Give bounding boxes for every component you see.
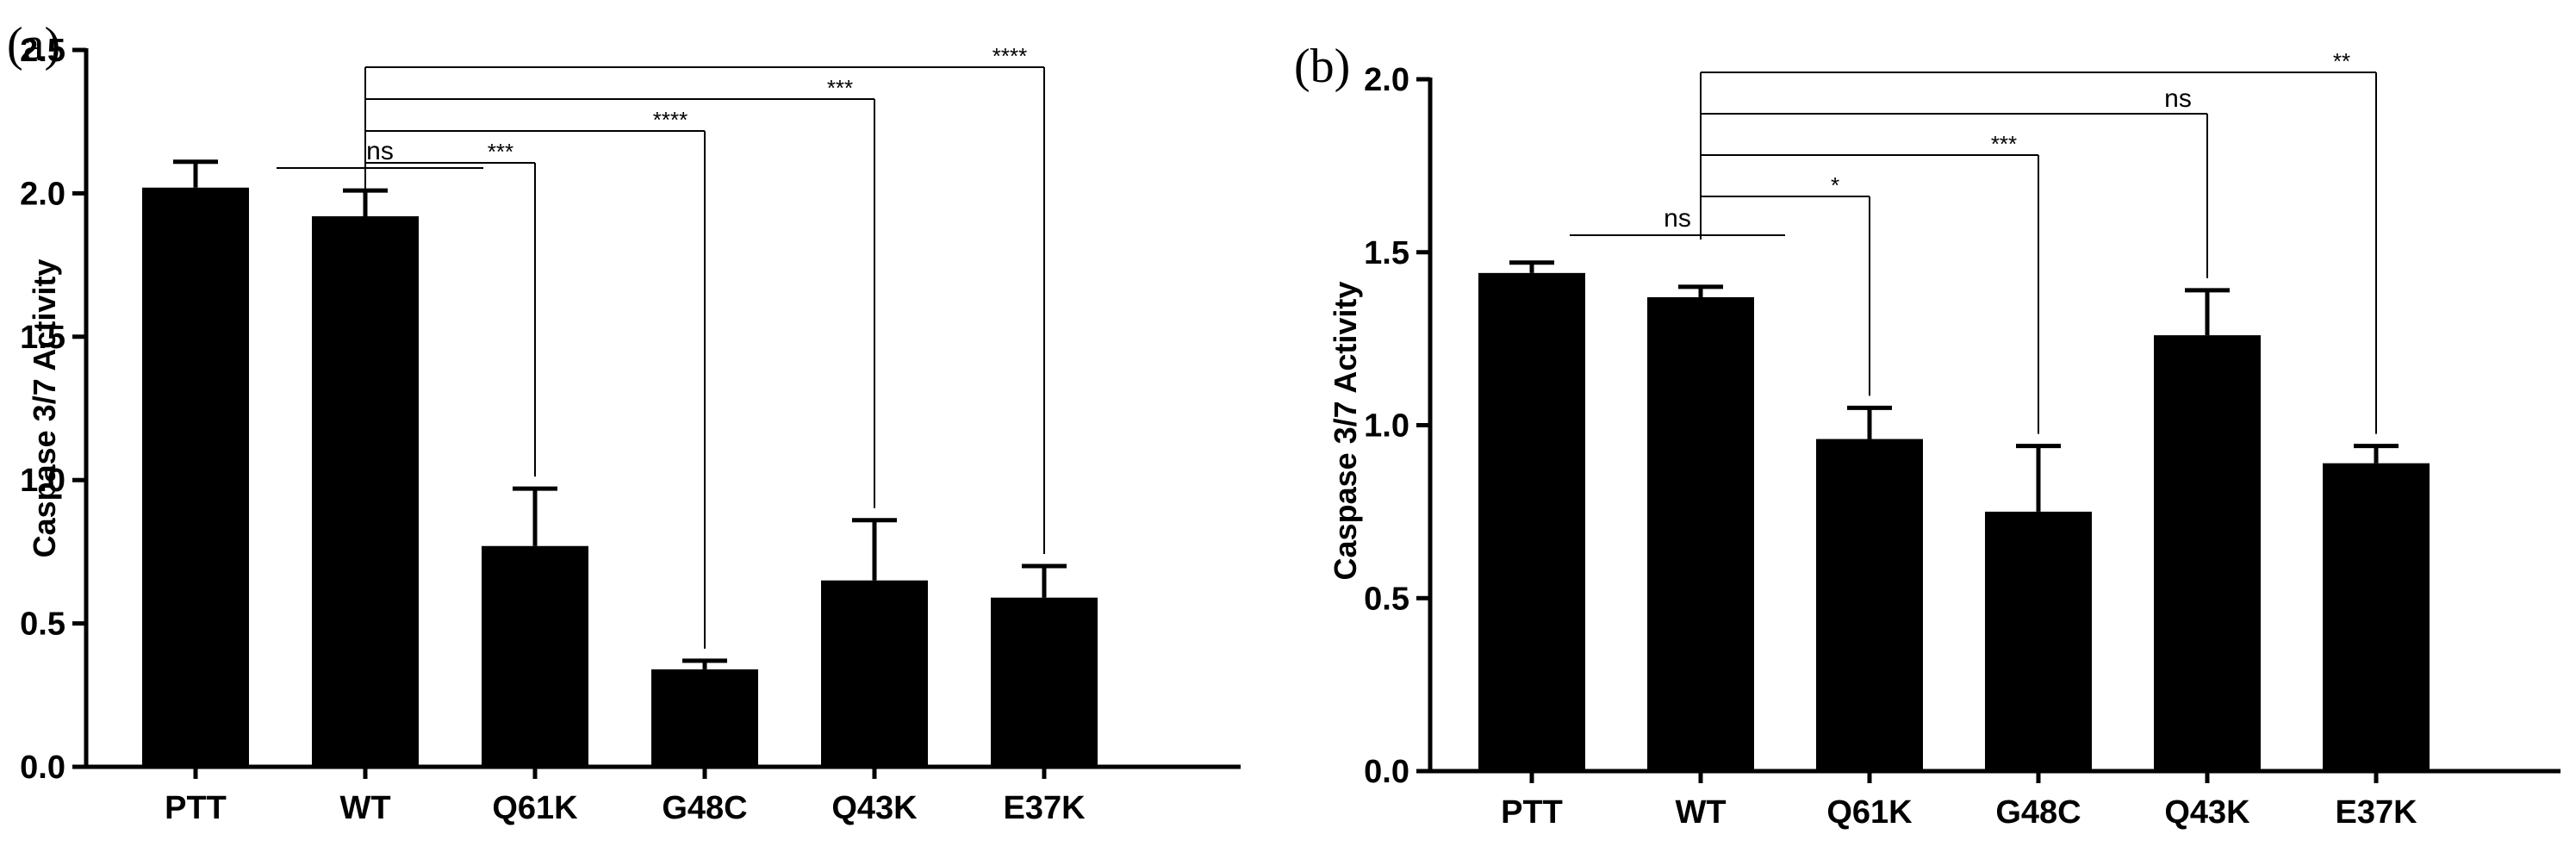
bar-ptt — [1478, 272, 1585, 772]
y-tick-label: 1.0 — [1364, 408, 1409, 445]
bar-wt — [312, 216, 419, 768]
x-tick-label-q43k: Q43K — [831, 790, 918, 826]
sig-label-wt-q43k: ns — [2164, 84, 2192, 113]
y-axis-title: Caspase 3/7 Activity — [27, 259, 62, 558]
x-tick-label-g48c: G48C — [662, 790, 747, 826]
y-tick-label: 1.5 — [1364, 235, 1409, 271]
bar-wt — [1647, 296, 1754, 771]
chart-panel-a: (a) Caspase 3/7 Activity 0.0 0.5 1.0 1.5 2.0 2.… — [7, 18, 1241, 826]
bar-q61k — [482, 545, 588, 767]
bar-q43k — [2154, 335, 2261, 771]
x-tick-label-wt: WT — [339, 790, 390, 826]
x-tick-label-ptt: PTT — [1501, 794, 1563, 831]
sig-label-wt-q61k: * — [1831, 172, 1839, 198]
y-tick-label: 1.0 — [20, 463, 65, 499]
panel-label: (b) — [1294, 40, 1350, 93]
x-tick-label-wt: WT — [1675, 794, 1726, 831]
bar-e37k — [2323, 463, 2430, 771]
y-tick-label: 2.0 — [1364, 62, 1409, 98]
y-tick-label: 0.5 — [1364, 581, 1409, 617]
y-tick-label: 0.0 — [1364, 754, 1409, 790]
sig-label-wt-e37k: ** — [2333, 48, 2350, 74]
sig-label-wt-g48c: *** — [1991, 131, 2017, 157]
y-tick-label: 2.5 — [20, 33, 65, 69]
sig-label-ptt-wt: ns — [1664, 204, 1691, 233]
y-tick-label: 0.5 — [20, 607, 65, 643]
sig-label-wt-q43k: *** — [827, 75, 853, 101]
x-tick-label-e37k: E37K — [1003, 790, 1086, 826]
x-tick-label-ptt: PTT — [165, 790, 227, 826]
y-tick-label: 0.0 — [20, 750, 65, 786]
bar-e37k — [991, 597, 1098, 767]
bar-ptt — [142, 187, 249, 767]
sig-label-wt-g48c: **** — [653, 107, 688, 133]
bar-q61k — [1816, 439, 1923, 771]
sig-label-wt-q61k: *** — [488, 139, 513, 165]
chart-panel-b: (b) Caspase 3/7 Activity 0.0 0.5 1.0 1.5 2.0 PT… — [1294, 40, 2560, 831]
y-tick-label: 2.0 — [20, 176, 65, 212]
sig-label-wt-e37k: **** — [992, 43, 1027, 69]
x-tick-label-g48c: G48C — [1995, 794, 2081, 831]
bar-g48c — [1985, 511, 2092, 771]
x-tick-label-e37k: E37K — [2335, 794, 2417, 831]
panel-label: (a) — [7, 18, 60, 72]
bar-q43k — [821, 580, 928, 767]
y-axis-title: Caspase 3/7 Activity — [1328, 282, 1363, 581]
x-tick-label-q61k: Q61K — [492, 790, 578, 826]
bar-g48c — [651, 669, 758, 767]
x-tick-label-q43k: Q43K — [2164, 794, 2250, 831]
y-tick-label: 1.5 — [20, 320, 65, 356]
sig-label-ptt-wt: ns — [366, 137, 394, 165]
x-tick-label-q61k: Q61K — [1826, 794, 1913, 831]
